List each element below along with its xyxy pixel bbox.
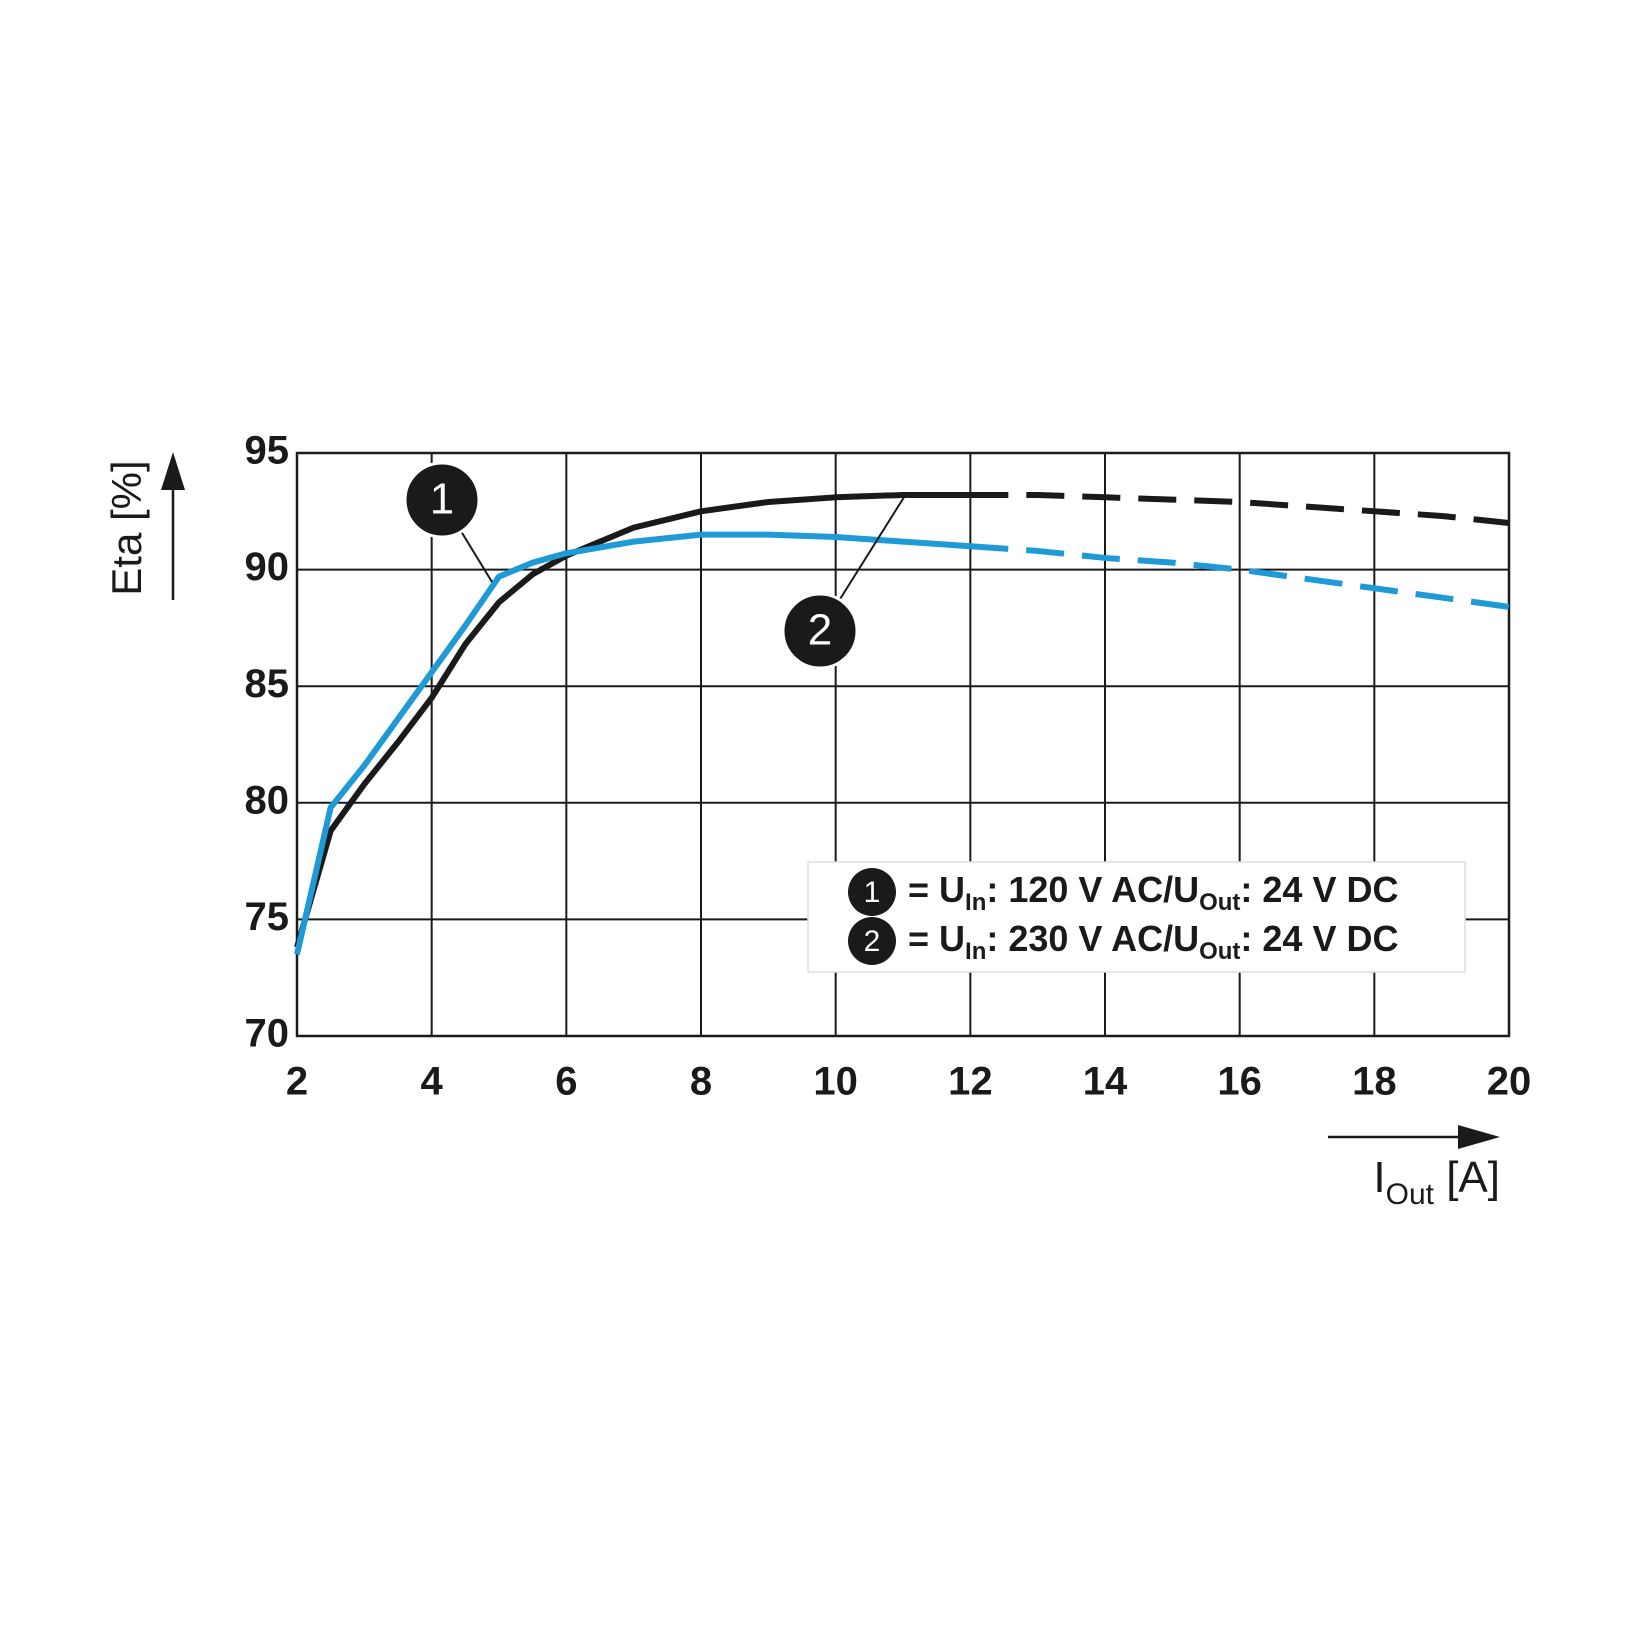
legend-badge-label: 2 — [864, 925, 881, 958]
callout-badge — [403, 461, 481, 539]
legend-badge-label: 1 — [864, 876, 881, 909]
x-tick-label: 16 — [1217, 1060, 1262, 1104]
x-axis-arrowhead — [1458, 1125, 1500, 1149]
y-tick-label: 80 — [245, 778, 290, 822]
legend-label-part: : 24 V DC — [1240, 869, 1398, 910]
y-axis-label: Eta [%] — [103, 460, 150, 595]
series-line-dashed — [970, 491, 1510, 526]
legend-label-part: In — [965, 938, 986, 965]
legend-label-part: : 24 V DC — [1240, 918, 1398, 959]
y-tick-label: 70 — [245, 1012, 290, 1056]
y-axis-arrowhead — [161, 452, 185, 490]
x-axis-label-part: I — [1373, 1153, 1385, 1202]
x-tick-label: 18 — [1352, 1060, 1397, 1104]
y-tick-label: 90 — [245, 545, 290, 589]
callout-label: 2 — [808, 606, 832, 655]
legend-badge — [848, 917, 896, 965]
callout-badge — [781, 592, 859, 670]
x-tick-label: 6 — [555, 1060, 577, 1104]
x-tick-label: 2 — [286, 1060, 308, 1104]
series-line-dashed — [970, 543, 1510, 610]
x-tick-label: 8 — [690, 1060, 712, 1104]
x-tick-label: 10 — [813, 1060, 858, 1104]
series-line — [294, 531, 971, 956]
y-tick-label: 85 — [245, 662, 290, 706]
legend-label-part: : 230 V AC/U — [986, 918, 1199, 959]
legend-label-part: : 120 V AC/U — [986, 869, 1199, 910]
series-line — [294, 491, 971, 949]
y-tick-label: 75 — [245, 895, 290, 939]
legend-label-part: = U — [908, 918, 965, 959]
callout-label: 1 — [430, 475, 454, 524]
legend-label-part: = U — [908, 869, 965, 910]
legend-label: = UIn: 230 V AC/UOut: 24 V DC — [908, 918, 1398, 966]
x-tick-label: 4 — [421, 1060, 444, 1104]
legend-label-part: Out — [1199, 889, 1240, 916]
legend-badge — [848, 868, 896, 916]
x-axis-label: IOut [A] — [1373, 1153, 1500, 1211]
x-axis-label-part: [A] — [1434, 1153, 1500, 1202]
legend-label-part: Out — [1199, 938, 1240, 965]
legend-label-part: In — [965, 889, 986, 916]
x-axis-label-part: Out — [1386, 1178, 1435, 1211]
x-tick-label: 20 — [1487, 1060, 1532, 1104]
x-tick-label: 14 — [1083, 1060, 1128, 1104]
plot-frame — [295, 451, 1511, 1038]
y-tick-label: 95 — [245, 429, 290, 473]
legend-label: = UIn: 120 V AC/UOut: 24 V DC — [908, 869, 1398, 917]
legend-box — [807, 861, 1466, 973]
x-tick-label: 12 — [948, 1060, 993, 1104]
